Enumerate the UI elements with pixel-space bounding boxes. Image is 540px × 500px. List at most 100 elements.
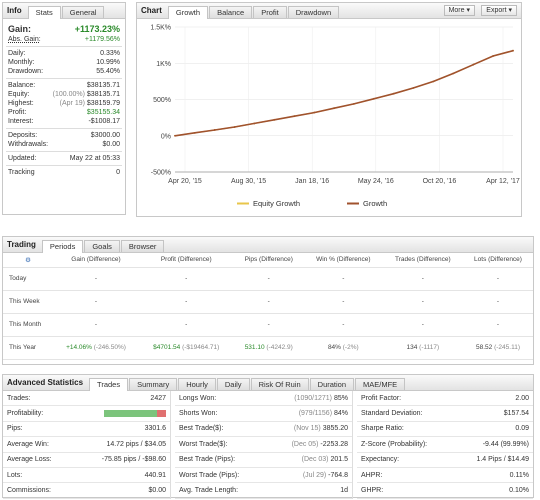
column-header[interactable]: Win % (Difference)	[303, 253, 383, 268]
period-label: This Year	[3, 336, 53, 360]
tab-stats[interactable]: Stats	[27, 6, 61, 19]
stat-value-wrap: (Jul 29) -764.8	[303, 472, 348, 479]
tab-growth[interactable]: Growth	[167, 6, 209, 19]
balance-row: Balance: $38135.71	[3, 81, 125, 90]
tab-profit[interactable]: Profit	[253, 6, 287, 18]
y-tick-label: -500%	[151, 170, 171, 177]
stat-note: (1090/1271)	[294, 394, 333, 402]
advanced-title: Advanced Statistics	[7, 378, 84, 387]
stat-label: Average Loss:	[7, 456, 52, 464]
tab-daily[interactable]: Daily	[216, 378, 250, 390]
table-cell: 134 (-1117)	[382, 336, 463, 360]
tab-duration[interactable]: Duration	[309, 378, 355, 390]
stat-value-wrap: (1090/1271) 85%	[294, 395, 348, 402]
stat-value: 10.99%	[96, 59, 120, 66]
export-button[interactable]: Export ▾	[481, 5, 517, 16]
tab-balance[interactable]: Balance	[209, 6, 253, 18]
tab-hourly[interactable]: Hourly	[178, 378, 216, 390]
data-point	[372, 97, 375, 100]
lots-value: -	[496, 275, 500, 282]
settings-icon[interactable]: ⚙	[3, 253, 53, 268]
stat-value: -764.8	[328, 471, 348, 479]
abs-gain-label: Abs. Gain:	[8, 36, 41, 43]
table-cell: -	[138, 313, 234, 337]
table-cell: -	[382, 267, 463, 291]
stat-value-wrap: 0.09	[515, 425, 529, 432]
table-cell: -	[138, 267, 234, 291]
stat-value: 440.91	[144, 471, 166, 479]
stat-row: Expectancy: 1.4 Pips / $14.49	[357, 453, 533, 468]
stat-row: Average Win: 14.72 pips / $34.05	[3, 437, 170, 453]
pips-value: -	[267, 298, 270, 305]
series-line-growth	[174, 49, 514, 137]
pips-diff: (-4242.9)	[266, 344, 293, 351]
tab-trades[interactable]: Trades	[89, 378, 129, 391]
highest-label: Highest:	[8, 100, 34, 107]
stat-value: $0.00	[148, 487, 166, 495]
chevron-down-icon: ▾	[508, 7, 512, 14]
stat-value: 3301.6	[144, 425, 166, 433]
tab-drawdown[interactable]: Drawdown	[287, 6, 340, 18]
data-point	[273, 118, 276, 121]
stat-note: (979/1156)	[298, 410, 333, 418]
profit-label: Profit:	[8, 109, 27, 116]
y-tick-label: 500%	[153, 97, 171, 104]
tab-goals[interactable]: Goals	[84, 240, 120, 252]
stat-value-wrap: -9.44 (99.99%)	[483, 441, 529, 448]
table-cell: -	[382, 313, 463, 337]
interest-row: Interest: -$1008.17	[3, 117, 125, 126]
tracking-row: Tracking 0	[3, 168, 125, 177]
data-point	[193, 131, 196, 134]
column-header[interactable]: Gain (Difference)	[53, 253, 139, 268]
tab-summary[interactable]: Summary	[129, 378, 178, 390]
tab-risk-of-ruin[interactable]: Risk Of Ruin	[250, 378, 309, 390]
stat-value: 84%	[333, 410, 348, 418]
trading-header: Trading Periods Goals Browser	[3, 237, 533, 253]
profit-value: -	[185, 298, 188, 305]
tab-mae-mfe[interactable]: MAE/MFE	[355, 378, 406, 390]
stat-value-wrap	[104, 409, 166, 417]
period-label: Today	[3, 267, 53, 291]
tab-periods[interactable]: Periods	[41, 240, 84, 253]
profit-value: -	[185, 275, 188, 282]
stat-label: Average Win:	[7, 440, 49, 448]
stat-value: 0.33%	[100, 50, 120, 57]
equity-row: Equity: (100.00%) $38135.71	[3, 90, 125, 99]
stat-row: Z-Score (Probability): -9.44 (99.99%)	[357, 437, 533, 453]
stat-value: 0.10%	[509, 487, 529, 495]
table-cell: -	[53, 267, 139, 291]
table-cell: -	[463, 290, 533, 314]
stat-row: Best Trade($): (Nov 15) 3855.20	[175, 422, 352, 438]
stat-label: Drawdown:	[8, 68, 44, 75]
interest-label: Interest:	[8, 118, 34, 125]
stat-value-wrap: 1d	[340, 487, 348, 494]
growth-chart: 1.5K% 1K% 500% 0% -500%Apr 20, '15 Aug 30, '1…	[150, 25, 520, 209]
legend-label[interactable]: Equity Growth	[253, 199, 300, 208]
tab-browser[interactable]: Browser	[120, 240, 165, 252]
column-header[interactable]: Lots (Difference)	[463, 253, 533, 268]
highest-row: Highest: (Apr 19) $38159.79	[3, 99, 125, 108]
column-header[interactable]: Profit (Difference)	[138, 253, 234, 268]
profit-value: $35155.34	[86, 109, 120, 116]
data-point	[512, 49, 514, 52]
equity-label: Equity:	[8, 91, 30, 98]
table-cell: -	[303, 290, 383, 314]
win-diff: (-2%)	[342, 344, 359, 351]
more-button[interactable]: More ▾	[443, 5, 475, 16]
stat-row: Best Trade (Pips): (Dec 03) 201.5	[175, 453, 352, 468]
column-header[interactable]: Trades (Difference)	[382, 253, 463, 268]
stat-value: 55.40%	[96, 68, 120, 75]
tab-general[interactable]: General	[61, 6, 105, 18]
column-header[interactable]: Pips (Difference)	[233, 253, 304, 268]
lots-value: 58.52	[476, 344, 493, 351]
info-header: Info Stats General	[3, 3, 125, 19]
table-cell: +14.06% (-246.50%)	[53, 336, 139, 360]
legend-label[interactable]: Growth	[363, 199, 387, 208]
stat-value-wrap: 440.91	[145, 472, 166, 479]
x-tick-label: Jan 18, '16	[295, 178, 329, 185]
stat-label: Daily:	[8, 50, 26, 57]
stat-note: (Nov 15)	[293, 425, 321, 433]
stat-row: Avg. Trade Length: 1d	[175, 483, 352, 499]
lots-diff: (-245.11)	[494, 344, 520, 351]
stat-label: Z-Score (Probability):	[361, 440, 428, 448]
